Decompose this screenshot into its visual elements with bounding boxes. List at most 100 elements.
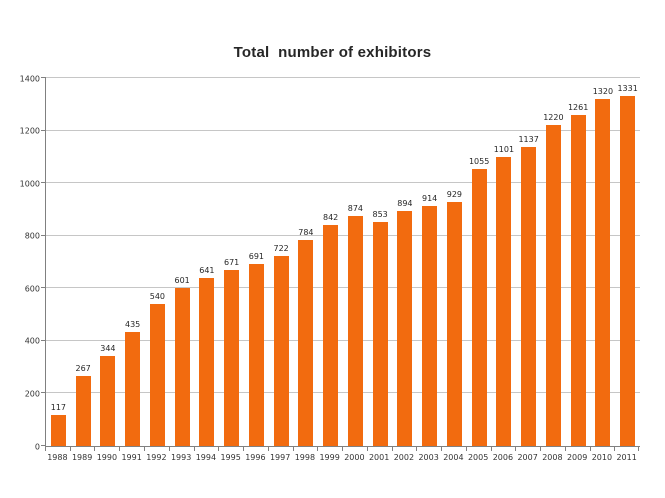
y-tick-label: 200 <box>24 389 40 399</box>
bar-value-label: 671 <box>223 257 240 267</box>
x-axis-tick <box>515 447 517 451</box>
x-axis-tick <box>614 447 616 451</box>
bar-value-label: 267 <box>75 363 91 373</box>
bar-slot: 1261 <box>566 78 591 446</box>
y-axis-tick <box>41 339 46 341</box>
x-axis-ticks <box>45 447 639 451</box>
bar <box>595 99 611 446</box>
bar-slot: 1220 <box>541 78 566 446</box>
bar-slot: 874 <box>343 78 368 446</box>
bar <box>125 331 141 446</box>
bar-value-label: 1101 <box>493 144 515 154</box>
bar-slot: 691 <box>244 78 269 446</box>
bar <box>620 96 636 446</box>
x-tick-label: 1989 <box>71 453 93 462</box>
x-tick-label: 2001 <box>368 453 390 462</box>
bar <box>397 211 413 446</box>
y-axis-tick <box>41 234 46 236</box>
bar-value-label: 1055 <box>468 156 490 166</box>
bar <box>323 224 339 446</box>
y-tick-label: 800 <box>24 231 40 241</box>
bar-value-label: 842 <box>322 212 339 222</box>
y-axis-tick <box>41 287 46 289</box>
bar-value-label: 344 <box>100 343 116 353</box>
x-tick-label: 2010 <box>591 453 613 462</box>
bar-slot: 601 <box>170 78 195 446</box>
x-tick-label: 1993 <box>170 453 192 462</box>
x-tick-label: 1994 <box>195 453 217 462</box>
x-axis-tick <box>69 447 71 451</box>
bar-value-label: 1331 <box>617 84 638 94</box>
x-axis-tick <box>143 447 145 451</box>
y-tick-label: 1000 <box>19 179 40 189</box>
x-tick-label: 1999 <box>319 453 340 462</box>
bar-slot: 894 <box>393 78 418 446</box>
x-axis-tick <box>317 447 319 451</box>
x-axis-tick <box>119 447 121 451</box>
bar-slot: 853 <box>368 78 393 446</box>
bar <box>50 415 66 446</box>
bar-value-label: 1220 <box>543 113 564 123</box>
x-tick-label: 1996 <box>245 453 266 462</box>
bar-value-label: 117 <box>50 403 67 413</box>
bar-slot: 784 <box>294 78 319 446</box>
bar <box>422 205 438 446</box>
gridline <box>46 392 640 394</box>
y-tick-label: 1400 <box>19 74 40 83</box>
bar <box>496 156 512 446</box>
bar-slot: 842 <box>318 78 343 446</box>
x-tick-label: 2011 <box>616 453 637 462</box>
bar-value-label: 1320 <box>592 87 614 97</box>
y-tick-label: 1200 <box>19 126 40 136</box>
x-axis-tick <box>366 447 368 451</box>
bar-value-label: 1137 <box>518 135 539 145</box>
x-tick-label: 2004 <box>443 453 464 462</box>
x-axis-tick <box>564 447 566 451</box>
x-tick-label: 2007 <box>517 453 538 462</box>
x-tick-label: 1992 <box>146 453 167 462</box>
bar <box>224 269 240 446</box>
x-tick-label: 1995 <box>220 453 241 462</box>
gridline <box>46 287 640 289</box>
x-axis-tick <box>465 447 467 451</box>
x-axis-tick <box>94 447 96 451</box>
bar <box>199 277 215 446</box>
x-axis-tick <box>638 447 639 451</box>
y-axis-tick <box>41 129 46 131</box>
bar <box>100 355 116 446</box>
bar-slot: 540 <box>145 78 170 446</box>
bar-value-label: 540 <box>149 292 166 302</box>
bar-value-label: 641 <box>199 265 215 275</box>
bar-slot: 117 <box>46 78 71 446</box>
bar <box>298 239 314 446</box>
bar-value-label: 1261 <box>567 102 589 112</box>
bar <box>248 264 264 446</box>
x-axis-tick <box>218 447 220 451</box>
bar-value-label: 691 <box>248 252 265 262</box>
bar-slot: 1055 <box>467 78 492 446</box>
bar-slot: 914 <box>417 78 442 446</box>
bar <box>372 221 388 446</box>
plot-area: 117 267 344 435 540 601 641 671 691 722 784 842 874 8… <box>41 77 640 447</box>
bar-slot: 1101 <box>492 78 517 446</box>
y-axis-tick <box>41 182 46 184</box>
x-axis: 1988 1989 1990 1991 1992 1993 1994 1995 1996 1997… <box>45 447 639 467</box>
x-axis-tick <box>242 447 244 451</box>
x-tick-label: 2009 <box>566 453 588 462</box>
bar <box>545 125 561 446</box>
bar-value-label: 853 <box>372 209 388 219</box>
y-tick-label: 600 <box>24 284 40 294</box>
bar-value-label: 722 <box>273 244 289 254</box>
bar-value-label: 894 <box>397 199 413 209</box>
x-tick-label: 2003 <box>418 453 439 462</box>
x-axis-tick <box>342 447 343 451</box>
bar-value-label: 874 <box>347 204 364 214</box>
bar-slot: 344 <box>96 78 121 446</box>
x-tick-label: 2006 <box>492 453 514 462</box>
bar-value-label: 435 <box>124 319 141 329</box>
y-axis: 0 200 400 600 800 1000 1200 1400 <box>0 74 40 451</box>
x-axis-tick <box>540 447 541 451</box>
bar-value-label: 601 <box>174 276 190 286</box>
x-axis-tick <box>168 447 170 451</box>
